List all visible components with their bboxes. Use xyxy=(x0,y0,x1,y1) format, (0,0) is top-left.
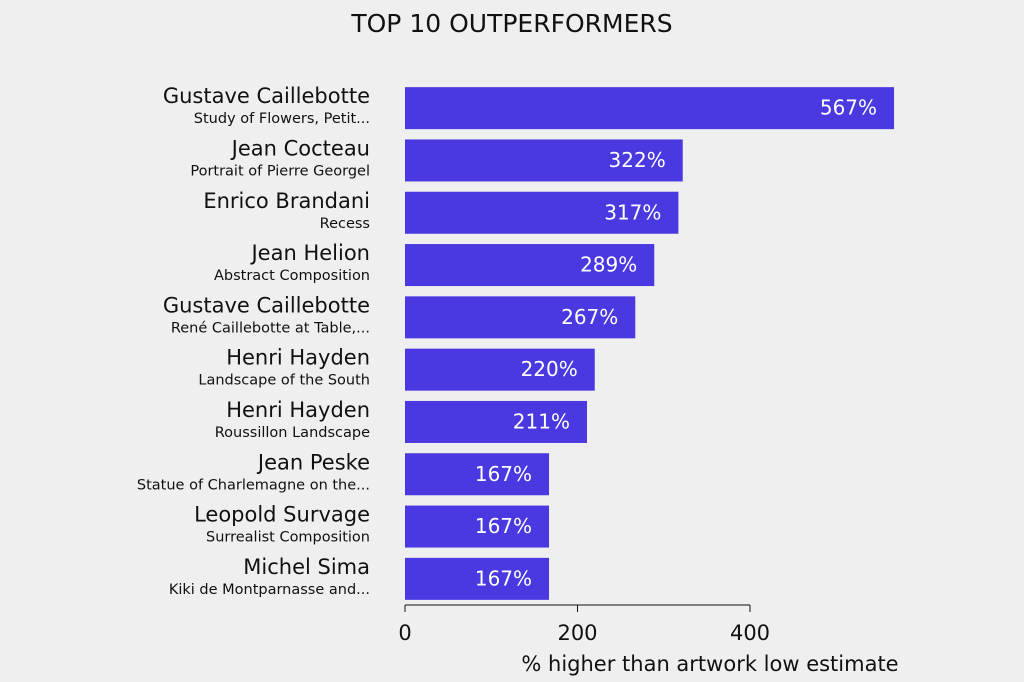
category-label: Henri Hayden xyxy=(226,346,370,370)
bar xyxy=(405,505,550,548)
category-subtitle: Statue of Charlemagne on the... xyxy=(137,477,370,493)
category-subtitle: René Caillebotte at Table,... xyxy=(171,320,370,336)
value-label: 317% xyxy=(604,200,661,224)
value-label: 167% xyxy=(475,514,532,538)
bar xyxy=(405,244,655,287)
x-tick-label: 200 xyxy=(557,621,597,645)
category-subtitle: Roussillon Landscape xyxy=(215,425,370,441)
x-tick-label: 400 xyxy=(730,621,770,645)
value-label: 567% xyxy=(820,96,877,120)
value-label: 220% xyxy=(521,357,578,381)
bar xyxy=(405,139,683,182)
bar xyxy=(405,557,550,600)
category-subtitle: Landscape of the South xyxy=(198,373,370,389)
chart-title: TOP 10 OUTPERFORMERS xyxy=(350,9,672,38)
category-label: Michel Sima xyxy=(243,555,370,579)
category-label: Jean Peske xyxy=(256,450,370,474)
category-subtitle: Portrait of Pierre Georgel xyxy=(190,163,370,179)
bar xyxy=(405,453,550,496)
category-label: Gustave Caillebotte xyxy=(163,84,370,108)
category-label: Jean Cocteau xyxy=(230,136,370,160)
bar xyxy=(405,87,895,130)
category-subtitle: Kiki de Montparnasse and... xyxy=(169,582,370,598)
bar xyxy=(405,400,587,443)
value-label: 167% xyxy=(475,566,532,590)
category-subtitle: Study of Flowers, Petit... xyxy=(194,111,370,127)
value-label: 289% xyxy=(580,253,637,277)
value-label: 211% xyxy=(513,409,570,433)
category-label: Gustave Caillebotte xyxy=(163,293,370,317)
category-label: Enrico Brandani xyxy=(203,189,370,213)
value-label: 267% xyxy=(561,305,618,329)
category-label: Henri Hayden xyxy=(226,398,370,422)
x-tick-label: 0 xyxy=(398,621,411,645)
value-label: 322% xyxy=(609,148,666,172)
x-axis-label: % higher than artwork low estimate xyxy=(521,652,898,676)
bar xyxy=(405,191,679,234)
value-label: 167% xyxy=(475,462,532,486)
bar xyxy=(405,296,636,339)
category-subtitle: Recess xyxy=(320,216,370,232)
category-subtitle: Abstract Composition xyxy=(214,268,370,284)
category-subtitle: Surrealist Composition xyxy=(206,530,370,546)
category-label: Jean Helion xyxy=(249,241,370,265)
bar xyxy=(405,348,595,391)
category-label: Leopold Survage xyxy=(194,503,370,527)
